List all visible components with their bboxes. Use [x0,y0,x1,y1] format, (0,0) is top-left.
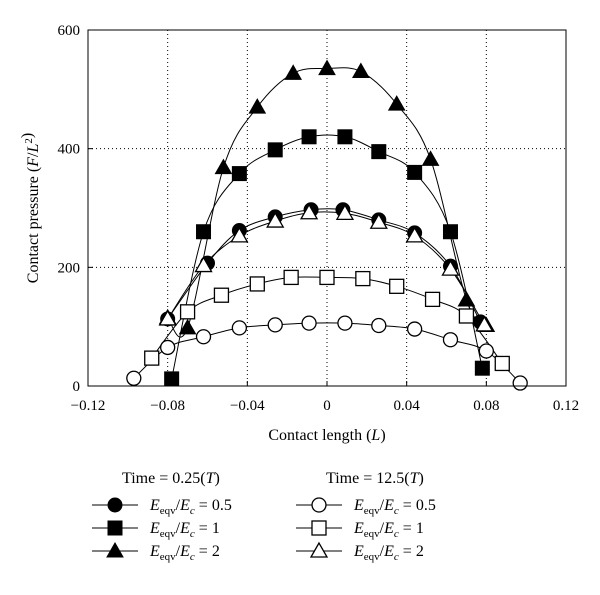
data-point-triangle-open [194,256,213,273]
data-point-square-open [389,278,405,294]
data-point-triangle-open [441,259,460,276]
data-point-square-open [249,276,265,292]
legend-title-0: Time = 0.25(T) [122,470,220,487]
data-point-triangle-filled [387,95,406,111]
data-point-square-open [355,270,371,287]
data-point-square-open [213,287,230,303]
data-point-circle-open [195,329,212,345]
data-point-triangle-open [299,203,319,220]
data-point-circle-open [442,332,459,348]
plot-frame [87,29,567,387]
y-tick-label: 200 [58,260,81,276]
data-point-square-open [319,269,335,286]
series-line-5 [167,211,485,326]
data-point-square-open [494,355,510,372]
data-point-triangle-open [266,211,285,228]
data-point-triangle-open [405,226,424,243]
legend-marker-triangle-filled [106,541,124,558]
x-tick-label: 0.04 [394,398,421,414]
data-point-circle-open [126,370,142,386]
data-point-square-open [424,291,441,308]
data-point-circle-open [512,375,528,391]
data-point-square-filled [407,164,423,180]
legend-marker-square-filled [107,520,123,536]
series-markers [126,59,528,391]
data-point-circle-open [301,315,317,331]
data-point-triangle-filled [248,98,267,114]
legend-label: Eeqv/Ec = 0.5 [353,497,436,517]
data-point-circle-open [231,320,248,336]
data-point-square-filled [164,371,180,387]
data-point-square-open [144,350,160,366]
x-tick-label: −0.08 [150,398,185,414]
x-tick-label: −0.04 [230,398,265,414]
x-tick-label: 0.12 [553,398,579,414]
legend: Time = 0.25(T) Time = 12.5(T) Eeqv/Ec = 0.… [92,470,436,563]
series-line-0 [167,208,481,323]
y-tick-label: 0 [73,379,81,395]
legend-label: Eeqv/Ec = 2 [149,543,220,563]
data-point-square-filled [196,224,212,240]
legend-marker-triangle-open [309,541,329,558]
data-point-triangle-filled [318,59,336,76]
data-point-circle-open [160,339,176,356]
data-point-square-filled [442,224,458,240]
data-point-square-filled [337,129,353,145]
data-point-triangle-open [230,226,249,243]
legend-marker-circle-open [311,497,327,513]
legend-marker-square-open [311,520,327,536]
data-point-circle-open [371,317,387,334]
data-point-triangle-filled [457,290,476,307]
legend-label: Eeqv/Ec = 0.5 [149,497,232,517]
y-axis-label: Contact pressure (F/L2) [19,133,42,283]
data-point-square-filled [231,166,247,182]
x-tick-label: −0.12 [71,398,106,414]
data-point-triangle-open [158,309,177,326]
legend-label: Eeqv/Ec = 1 [353,520,424,540]
data-point-circle-open [337,315,353,331]
data-point-square-open [458,308,475,324]
data-point-triangle-open [335,204,355,220]
data-point-square-open [283,269,299,286]
series-curves [133,67,521,384]
data-point-triangle-open [475,315,494,332]
data-point-square-filled [474,360,490,376]
legend-marker-circle-filled [107,497,123,513]
series-line-1 [171,134,483,379]
x-tick-label: 0 [323,398,331,414]
data-point-square-open [179,304,196,320]
data-point-triangle-filled [178,318,197,335]
x-tick-label: 0.08 [473,398,499,414]
data-point-square-filled [267,142,283,158]
data-point-square-filled [371,144,387,160]
data-point-square-filled [301,129,317,145]
axis-ticks: −0.12 −0.08 −0.04 0 0.04 0.08 0.12 0 200 400 600 [58,23,580,414]
data-point-circle-open [267,317,283,333]
x-axis-label: Contact length (L) [268,427,385,444]
y-tick-label: 400 [58,142,81,158]
data-point-triangle-filled [421,150,440,166]
y-tick-label: 600 [58,23,81,39]
data-point-circle-open [478,343,494,359]
data-point-triangle-open [369,212,388,229]
data-point-triangle-filled [214,158,233,175]
data-point-triangle-filled [351,62,370,79]
legend-title-1: Time = 12.5(T) [326,470,424,487]
data-point-circle-open [406,321,423,337]
data-point-triangle-filled [284,64,303,80]
legend-label: Eeqv/Ec = 2 [353,543,424,563]
legend-label: Eeqv/Ec = 1 [149,520,220,540]
grid-lines [88,30,566,386]
